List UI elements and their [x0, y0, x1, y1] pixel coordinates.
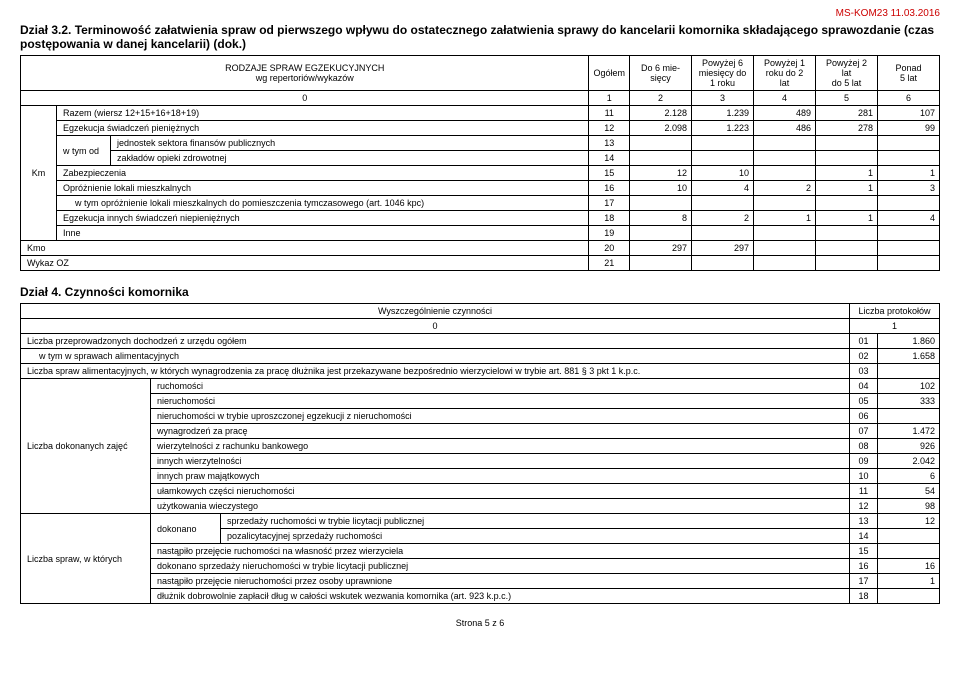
table-row: Liczba spraw, w których dokonano sprzeda… — [21, 514, 940, 529]
hdr-c1: Do 6 mie- sięcy — [630, 56, 692, 91]
table-row: wierzytelności z rachunku bankowego08926 — [21, 439, 940, 454]
row-label: Zabezpieczenia — [57, 166, 589, 181]
hdr-c5: Ponad 5 lat — [878, 56, 940, 91]
hdr-c3: Powyżej 1 roku do 2 lat — [754, 56, 816, 91]
idx5: 5 — [816, 91, 878, 106]
group2-label: Liczba spraw, w których — [21, 514, 151, 604]
table-row: nastąpiło przejęcie nieruchomości przez … — [21, 574, 940, 589]
hdr-ogolem: Ogółem — [589, 56, 630, 91]
idx1: 1 — [589, 91, 630, 106]
table-row: Km Razem (wiersz 12+15+16+18+19) 11 2.12… — [21, 106, 940, 121]
table-row: Wykaz OZ 21 — [21, 256, 940, 271]
table-row: dłużnik dobrowolnie zapłacił dług w cało… — [21, 589, 940, 604]
row-label: jednostek sektora finansów publicznych — [111, 136, 589, 151]
table-row: Inne 19 — [21, 226, 940, 241]
table-row: Zabezpieczenia 15 12 10 1 1 — [21, 166, 940, 181]
table-row: nieruchomości w trybie uproszczonej egze… — [21, 409, 940, 424]
table-row: w tym od jednostek sektora finansów publ… — [21, 136, 940, 151]
table-section32: RODZAJE SPRAW EGZEKUCYJNYCH wg repertori… — [20, 55, 940, 271]
row-label: Razem (wiersz 12+15+16+18+19) — [57, 106, 589, 121]
wtymod: w tym od — [57, 136, 111, 166]
table-row: Egzekucja innych świadczeń niepieniężnyc… — [21, 211, 940, 226]
table-row: nieruchomości05333 — [21, 394, 940, 409]
section32-title: Dział 3.2. Terminowość załatwienia spraw… — [20, 23, 940, 51]
table-row: Liczba spraw alimentacyjnych, w których … — [21, 364, 940, 379]
hdr-c2: Powyżej 6 miesięcy do 1 roku — [692, 56, 754, 91]
group-km: Km — [21, 106, 57, 241]
group1-label: Liczba dokonanych zajęć — [21, 379, 151, 514]
table-row: dokonano sprzedaży nieruchomości w trybi… — [21, 559, 940, 574]
table-row: w tym opróżnienie lokali mieszkalnych do… — [21, 196, 940, 211]
row-label: Liczba spraw alimentacyjnych, w których … — [21, 364, 850, 379]
table-row: zakładów opieki zdrowotnej 14 — [21, 151, 940, 166]
row-label: zakładów opieki zdrowotnej — [111, 151, 589, 166]
table-row: ułamkowych części nieruchomości1154 — [21, 484, 940, 499]
table-row: Liczba dokonanych zajęć ruchomości 04 10… — [21, 379, 940, 394]
table-row: innych praw majątkowych106 — [21, 469, 940, 484]
table-row: Opróżnienie lokali mieszkalnych 16 10 4 … — [21, 181, 940, 196]
table-section4: Wyszczególnienie czynności Liczba protok… — [20, 303, 940, 604]
idx6: 6 — [878, 91, 940, 106]
wykaz-label: Wykaz OZ — [21, 256, 589, 271]
hdr-c4: Powyżej 2 lat do 5 lat — [816, 56, 878, 91]
table-row: w tym w sprawach alimentacyjnych 02 1.65… — [21, 349, 940, 364]
table-row: wynagrodzeń za pracę071.472 — [21, 424, 940, 439]
row-n: 11 — [589, 106, 630, 121]
row-label: Liczba przeprowadzonych dochodzeń z urzę… — [21, 334, 850, 349]
doc-id: MS-KOM23 11.03.2016 — [20, 8, 940, 19]
table-row: Liczba przeprowadzonych dochodzeń z urzę… — [21, 334, 940, 349]
table-row: użytkowania wieczystego1298 — [21, 499, 940, 514]
table-row: Kmo 20 297 297 — [21, 241, 940, 256]
row-label: w tym opróżnienie lokali mieszkalnych do… — [57, 196, 589, 211]
hdr4-right: Liczba protokołów — [850, 304, 940, 319]
hdr-main: RODZAJE SPRAW EGZEKUCYJNYCH wg repertori… — [21, 56, 589, 91]
page-footer: Strona 5 z 6 — [20, 618, 940, 628]
section4-title: Dział 4. Czynności komornika — [20, 285, 940, 299]
idx40: 0 — [21, 319, 850, 334]
row-label: Egzekucja świadczeń pieniężnych — [57, 121, 589, 136]
table-row: Egzekucja świadczeń pieniężnych 12 2.098… — [21, 121, 940, 136]
hdr4-left: Wyszczególnienie czynności — [21, 304, 850, 319]
idx0: 0 — [21, 91, 589, 106]
row-label: ruchomości — [151, 379, 850, 394]
table-row: nastąpiło przejęcie ruchomości na własno… — [21, 544, 940, 559]
group2-sub: dokonano — [151, 514, 221, 544]
idx41: 1 — [850, 319, 940, 334]
idx2: 2 — [630, 91, 692, 106]
idx4: 4 — [754, 91, 816, 106]
idx3: 3 — [692, 91, 754, 106]
kmo-label: Kmo — [21, 241, 589, 256]
row-label: Egzekucja innych świadczeń niepieniężnyc… — [57, 211, 589, 226]
row-label: Inne — [57, 226, 589, 241]
table-row: innych wierzytelności092.042 — [21, 454, 940, 469]
row-label: w tym w sprawach alimentacyjnych — [21, 349, 850, 364]
row-label: Opróżnienie lokali mieszkalnych — [57, 181, 589, 196]
